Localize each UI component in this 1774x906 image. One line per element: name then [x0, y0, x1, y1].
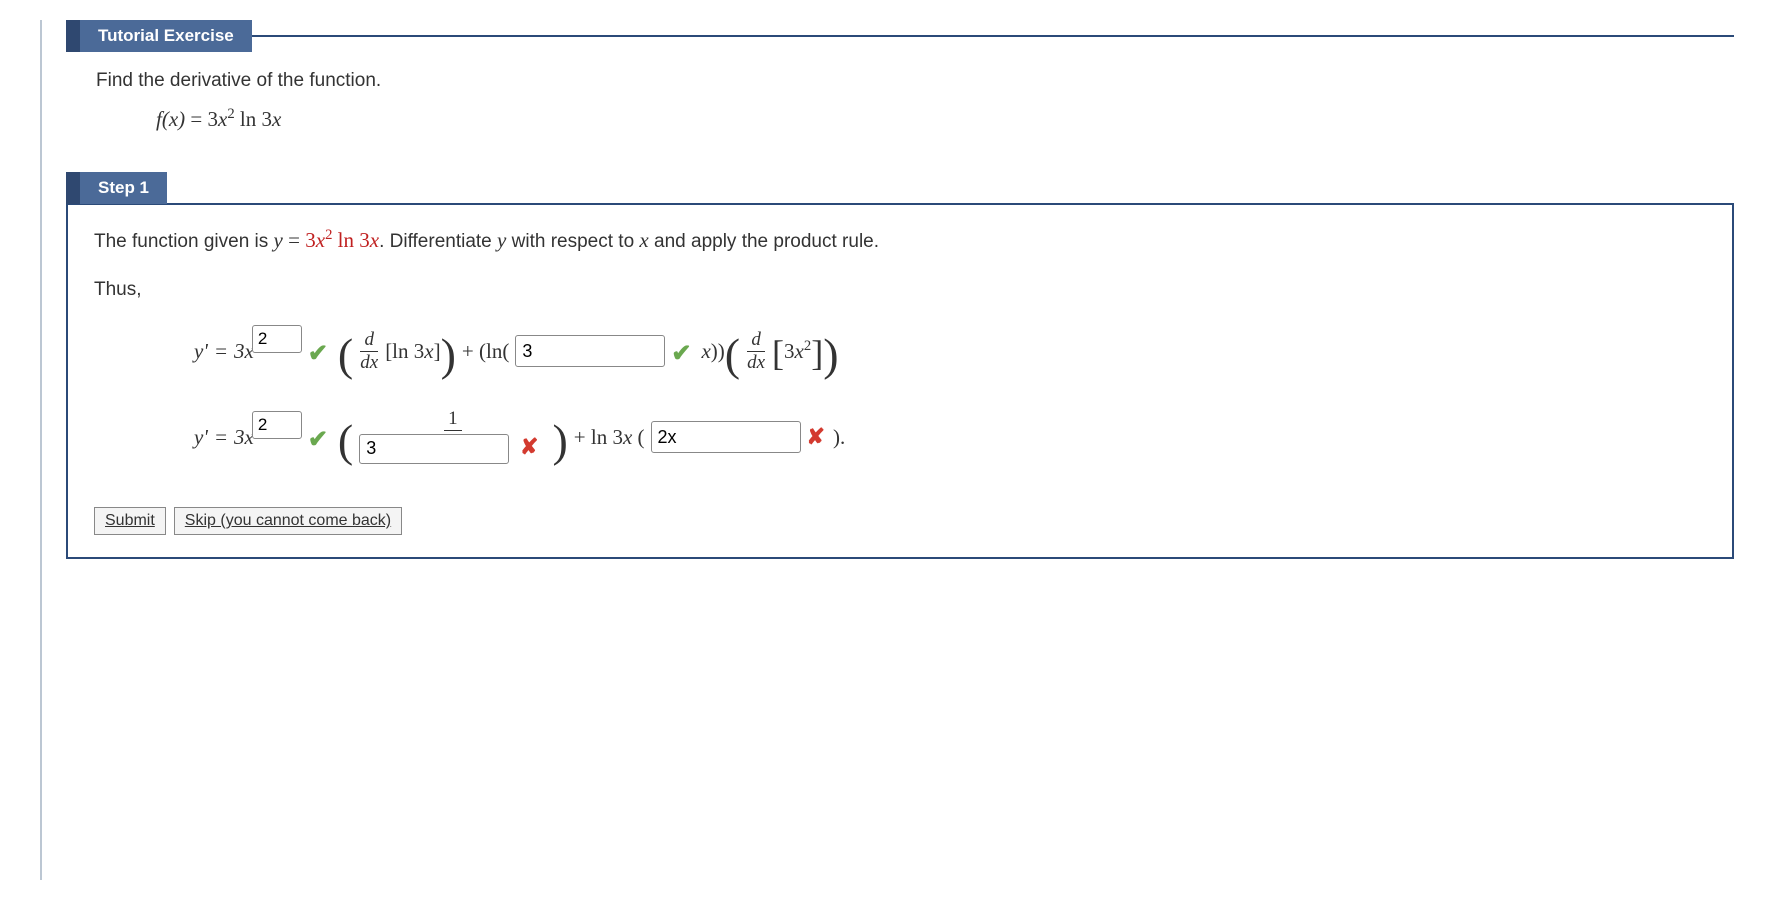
row2-plus: + ln 3x (	[574, 425, 645, 450]
check-icon: ✔	[308, 425, 328, 454]
tutorial-header: Tutorial Exercise	[66, 20, 252, 52]
tutorial-intro: Find the derivative of the function. f(x…	[66, 60, 1734, 172]
intro-expr: 3x2 ln 3x	[305, 228, 379, 252]
exercise-page: Tutorial Exercise Find the derivative of…	[40, 20, 1734, 880]
equation-row-2: y' = 3x ✔ ( 1 ✘ ) + ln 3x ( ✘	[194, 407, 1706, 467]
intro-eq: =	[288, 228, 305, 252]
eq-sign: =	[190, 107, 207, 131]
intro-x: x	[639, 228, 648, 252]
row1-ln-arg-input[interactable]	[515, 335, 665, 367]
lparen3-icon: (	[338, 418, 353, 464]
submit-button[interactable]: Submit	[94, 507, 166, 535]
row1-3x: 3x	[234, 339, 254, 364]
button-row: Submit Skip (you cannot come back)	[94, 507, 1706, 535]
step1-box: The function given is y = 3x2 ln 3x. Dif…	[66, 203, 1734, 559]
intro-post: . Differentiate	[379, 231, 497, 252]
tutorial-header-row: Tutorial Exercise	[66, 20, 1734, 52]
check-icon: ✔	[671, 339, 691, 368]
row1-ln3x: [ln 3x]	[385, 339, 440, 364]
row2-frac-num: 1	[444, 408, 462, 431]
check-icon: ✔	[308, 339, 328, 368]
lparen2-icon: (	[725, 332, 740, 378]
tutorial-function: f(x) = 3x2 ln 3x	[156, 106, 1704, 132]
row2-frac: 1 ✘	[356, 408, 549, 467]
equation-row-1: y' = 3x ✔ ( ddx [ln 3x] ) + (ln( ✔ x )) …	[194, 321, 1706, 381]
row2-3x: 3x	[234, 425, 254, 450]
row1-eq: =	[214, 339, 228, 364]
lbracket-icon: [	[772, 335, 784, 371]
row1-3x2: 3x2	[784, 338, 811, 364]
step1-intro: The function given is y = 3x2 ln 3x. Dif…	[94, 227, 1706, 253]
rparen2-icon: )	[823, 332, 838, 378]
rhs: 3x2 ln 3x	[208, 107, 282, 131]
intro-pre: The function given is	[94, 231, 274, 252]
intro-y: y	[274, 228, 283, 252]
ddx-1: ddx	[356, 329, 382, 374]
intro-mid: with respect to	[506, 231, 639, 252]
row1-close: ))	[711, 339, 725, 364]
row2-close: ).	[833, 425, 845, 450]
intro-y2: y	[497, 228, 506, 252]
row1-yprime: y'	[194, 339, 208, 364]
step1-header: Step 1	[66, 172, 167, 204]
row2-deriv-input[interactable]	[651, 421, 801, 453]
rbracket-icon: ]	[811, 335, 823, 371]
cross-icon: ✘	[807, 424, 825, 450]
fx: f(x)	[156, 107, 185, 131]
step1-header-row: Step 1	[66, 172, 1734, 204]
thus-label: Thus,	[94, 279, 1706, 301]
lparen-icon: (	[338, 332, 353, 378]
row1-exponent-input[interactable]	[252, 325, 302, 353]
rparen3-icon: )	[552, 418, 567, 464]
row2-yprime: y'	[194, 425, 208, 450]
ddx-2: ddx	[743, 329, 769, 374]
row2-rhs: ( 1 ✘ ) + ln 3x ( ✘ ).	[338, 408, 845, 467]
row1-plus-ln: + (ln(	[462, 339, 509, 364]
cross-icon: ✘	[520, 434, 538, 459]
skip-button[interactable]: Skip (you cannot come back)	[174, 507, 402, 535]
row2-eq: =	[214, 425, 228, 450]
tutorial-header-rule	[252, 35, 1734, 37]
tutorial-prompt: Find the derivative of the function.	[96, 70, 1704, 92]
intro-end: and apply the product rule.	[649, 231, 879, 252]
rparen-icon: )	[441, 332, 456, 378]
row1-x: x	[701, 339, 710, 364]
row2-denominator-input[interactable]	[359, 434, 509, 464]
row1-rhs: ( ddx [ln 3x] ) + (ln( ✔ x )) ( ddx [ 3x…	[338, 328, 839, 374]
row2-lhs: y' = 3x	[194, 423, 302, 451]
row1-lhs: y' = 3x	[194, 337, 302, 365]
row2-exponent-input[interactable]	[252, 411, 302, 439]
